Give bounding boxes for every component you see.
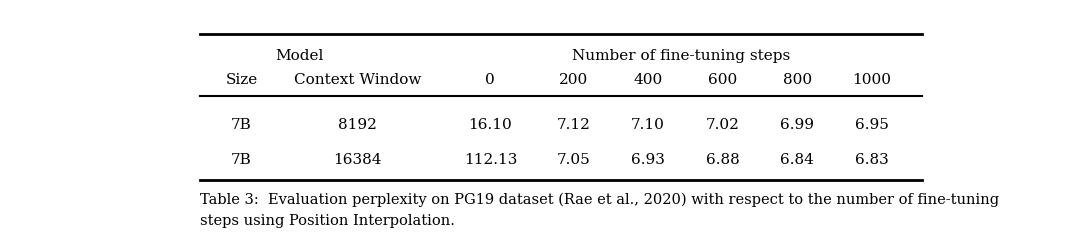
Text: Number of fine-tuning steps: Number of fine-tuning steps <box>572 49 790 63</box>
Text: 6.83: 6.83 <box>855 153 889 167</box>
Text: 6.99: 6.99 <box>780 118 814 132</box>
Text: Model: Model <box>275 49 324 63</box>
Text: 400: 400 <box>633 73 662 87</box>
Text: 16384: 16384 <box>334 153 382 167</box>
Text: 7B: 7B <box>231 153 251 167</box>
Text: 600: 600 <box>708 73 737 87</box>
Text: 112.13: 112.13 <box>463 153 517 167</box>
Text: 8192: 8192 <box>338 118 377 132</box>
Text: Table 3:  Evaluation perplexity on PG19 dataset (Rae et al., 2020) with respect : Table 3: Evaluation perplexity on PG19 d… <box>200 193 999 228</box>
Text: 6.93: 6.93 <box>631 153 664 167</box>
Text: Size: Size <box>226 73 258 87</box>
Text: 7.05: 7.05 <box>556 153 591 167</box>
Text: 6.88: 6.88 <box>705 153 739 167</box>
Text: 7.10: 7.10 <box>631 118 664 132</box>
Text: 1000: 1000 <box>853 73 891 87</box>
Text: 16.10: 16.10 <box>469 118 513 132</box>
Text: 200: 200 <box>559 73 587 87</box>
Text: Context Window: Context Window <box>294 73 422 87</box>
Text: 0: 0 <box>486 73 495 87</box>
Text: 7.12: 7.12 <box>556 118 591 132</box>
Text: 7.02: 7.02 <box>705 118 739 132</box>
Text: 6.84: 6.84 <box>780 153 814 167</box>
Text: 800: 800 <box>782 73 812 87</box>
Text: 7B: 7B <box>231 118 251 132</box>
Text: 6.95: 6.95 <box>855 118 889 132</box>
